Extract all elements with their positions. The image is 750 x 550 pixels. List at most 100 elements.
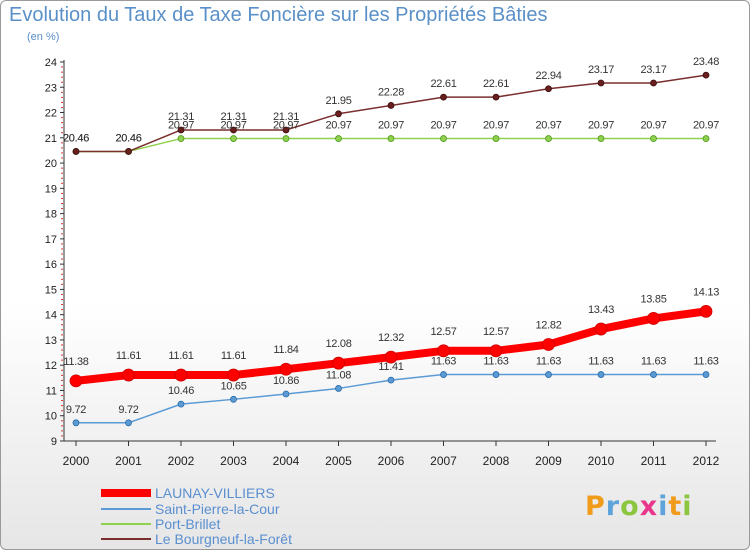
launay-villiers-point	[647, 312, 660, 325]
launay-villiers-data-label: 12.82	[535, 319, 561, 331]
launay-villiers-point	[174, 368, 188, 382]
launay-villiers-data-label: 11.84	[273, 344, 298, 356]
saint-pierre-la-cour-point	[492, 371, 500, 378]
port-brillet-data-label: 20.97	[273, 120, 299, 132]
x-tick-label: 2007	[430, 454, 457, 468]
launay-villiers-data-label: 12.08	[325, 338, 351, 350]
y-tick-label: 17	[45, 234, 57, 246]
saint-pierre-la-cour-data-label: 9.72	[66, 404, 86, 416]
launay-villiers-point	[332, 356, 345, 370]
launay-villiers-point	[279, 362, 293, 376]
port-brillet-data-label: 20.46	[63, 132, 89, 144]
port-brillet-legend-label: Port-Brillet	[155, 516, 220, 532]
saint-pierre-la-cour-point	[282, 390, 290, 398]
launay-villiers-legend-label: LAUNAY-VILLIERS	[155, 485, 275, 501]
launay-villiers-data-label: 11.61	[168, 350, 193, 362]
launay-villiers-point	[437, 344, 450, 358]
launay-villiers-point	[227, 368, 240, 382]
port-brillet-point	[335, 135, 342, 142]
le-bourgneuf-la-foret-point	[335, 110, 342, 118]
port-brillet-point	[230, 135, 237, 142]
saint-pierre-la-cour-point	[177, 400, 185, 408]
saint-pierre-la-cour-data-label: 11.63	[483, 356, 508, 368]
saint-pierre-la-cour-data-label: 9.72	[118, 404, 138, 416]
le-bourgneuf-la-foret-point	[597, 79, 605, 87]
y-tick-label: 16	[45, 259, 57, 271]
x-tick-label: 2005	[325, 454, 352, 468]
le-bourgneuf-la-foret-data-label: 21.31	[220, 111, 246, 123]
le-bourgneuf-la-foret-data-label: 21.31	[168, 111, 194, 123]
port-brillet-data-label: 20.97	[168, 120, 194, 132]
x-tick-label: 2004	[273, 454, 300, 468]
port-brillet-point	[492, 135, 500, 142]
launay-villiers-data-label: 11.61	[221, 350, 246, 362]
saint-pierre-la-cour-point	[702, 371, 710, 378]
y-tick-label: 24	[45, 57, 57, 69]
saint-pierre-la-cour-point	[387, 376, 395, 384]
port-brillet-data-label: 20.97	[588, 120, 614, 132]
unit-label: (en %)	[27, 31, 60, 43]
launay-villiers-point	[594, 322, 608, 336]
x-tick-label: 2000	[63, 454, 90, 468]
port-brillet-data-label: 20.46	[115, 132, 141, 144]
saint-pierre-la-cour-data-label: 10.65	[220, 380, 246, 392]
saint-pierre-la-cour-point	[230, 395, 237, 403]
x-tick-label: 2002	[168, 454, 195, 468]
y-tick-label: 22	[45, 108, 57, 120]
port-brillet-data-label: 20.97	[220, 120, 246, 132]
le-bourgneuf-la-foret-data-label: 22.28	[378, 86, 404, 98]
saint-pierre-la-cour-legend-label: Saint-Pierre-la-Cour	[155, 501, 280, 517]
x-tick-label: 2010	[588, 454, 615, 468]
port-brillet-point	[282, 135, 290, 142]
launay-villiers-point	[542, 338, 555, 351]
x-tick-label: 2006	[378, 454, 405, 468]
le-bourgneuf-la-foret-point	[440, 93, 447, 101]
y-tick-label: 14	[45, 310, 57, 322]
launay-villiers-data-label: 13.43	[588, 304, 614, 316]
le-bourgneuf-la-foret-point	[650, 79, 657, 87]
launay-villiers-point	[69, 374, 83, 388]
saint-pierre-la-cour-data-label: 11.63	[641, 356, 666, 368]
x-tick-label: 2008	[483, 454, 510, 468]
port-brillet-data-label: 20.97	[535, 120, 561, 132]
saint-pierre-la-cour-data-label: 11.63	[536, 356, 561, 368]
saint-pierre-la-cour-data-label: 11.63	[588, 356, 613, 368]
le-bourgneuf-la-foret-data-label: 23.48	[693, 56, 719, 68]
launay-villiers-data-label: 12.32	[378, 332, 404, 344]
port-brillet-point	[440, 135, 447, 142]
saint-pierre-la-cour-data-label: 11.41	[378, 361, 403, 373]
le-bourgneuf-la-foret-data-label: 20.46	[115, 132, 141, 144]
launay-villiers-data-label: 14.13	[693, 286, 719, 298]
saint-pierre-la-cour-data-label: 11.08	[326, 369, 351, 381]
port-brillet-data-label: 20.97	[430, 120, 456, 132]
le-bourgneuf-la-foret-data-label: 23.17	[588, 64, 614, 76]
saint-pierre-la-cour-point	[72, 419, 80, 427]
le-bourgneuf-la-foret-point	[492, 93, 500, 101]
port-brillet-data-label: 20.97	[640, 120, 666, 132]
launay-villiers-point	[699, 304, 713, 318]
port-brillet-point	[387, 135, 395, 142]
y-tick-label: 13	[45, 335, 57, 347]
le-bourgneuf-la-foret-data-label: 20.46	[63, 132, 89, 144]
port-brillet-data-label: 20.97	[378, 120, 404, 132]
port-brillet-data-label: 20.97	[325, 120, 351, 132]
launay-villiers-data-label: 12.57	[483, 326, 509, 338]
le-bourgneuf-la-foret-data-label: 22.61	[430, 78, 456, 90]
x-tick-label: 2012	[693, 454, 720, 468]
y-tick-label: 18	[45, 209, 57, 221]
saint-pierre-la-cour-data-label: 10.46	[168, 385, 194, 397]
saint-pierre-la-cour-point	[545, 371, 552, 378]
port-brillet-data-label: 20.97	[483, 120, 509, 132]
le-bourgneuf-la-foret-point	[230, 126, 237, 134]
port-brillet-data-label: 20.97	[693, 120, 719, 132]
launay-villiers-point	[489, 344, 503, 358]
x-tick-label: 2001	[115, 454, 142, 468]
y-tick-label: 21	[45, 133, 57, 145]
le-bourgneuf-la-foret-point	[125, 148, 132, 155]
saint-pierre-la-cour-point	[597, 371, 605, 378]
x-tick-label: 2011	[641, 454, 667, 468]
port-brillet-point	[702, 135, 710, 142]
y-tick-label: 12	[45, 360, 57, 372]
le-bourgneuf-la-foret-data-label: 22.61	[483, 78, 509, 90]
